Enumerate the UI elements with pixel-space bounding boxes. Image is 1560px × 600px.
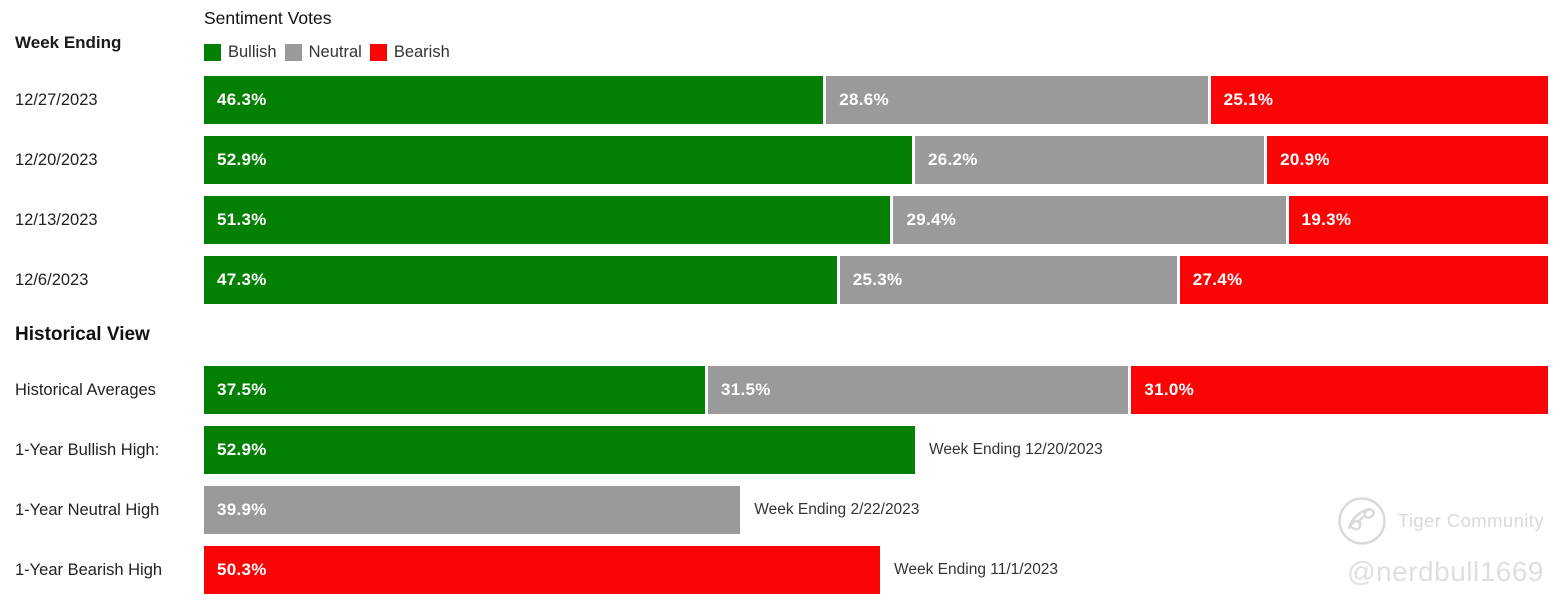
table-row: 12/13/2023 51.3% 29.4% 19.3% [0,190,1560,250]
weekly-rows-group: 12/27/2023 46.3% 28.6% 25.1% 12/20/2023 52.9%… [0,70,1560,310]
neutral-swatch-icon [284,44,302,61]
neutral-segment: 26.2% [914,136,1268,184]
bearish-segment: 20.9% [1267,136,1548,184]
neutral-segment: 31.5% [708,366,1132,414]
stacked-bar: 37.5% 31.5% 31.0% [204,366,1548,414]
bearish-segment: 31.0% [1131,366,1548,414]
row-label: Historical Averages [15,380,156,399]
bullish-segment: 46.3% [204,76,827,124]
week-ending-column-header: Week Ending [15,33,122,52]
legend-label: Bullish [228,43,277,61]
bullish-segment: 37.5% [204,366,708,414]
row-label: 12/27/2023 [15,90,98,109]
segment-value-label: 25.3% [852,270,903,289]
row-label: 1-Year Bearish High [15,560,163,579]
bullish-segment: 52.9% [204,136,915,184]
stacked-bar: 39.9% Week Ending 2/22/2023 [204,486,1548,534]
row-label: 12/20/2023 [15,150,98,169]
bearish-segment: 25.1% [1210,76,1548,124]
stacked-bar: 52.9% Week Ending 12/20/2023 [204,426,1548,474]
segment-value-label: 37.5% [217,380,267,399]
bar-annotation: Week Ending 2/22/2023 [754,501,920,518]
table-row: 1-Year Neutral High 39.9% Week Ending 2/22… [0,480,1560,540]
row-label: 12/13/2023 [15,210,98,229]
bearish-swatch-icon [369,44,387,61]
bullish-segment: 47.3% [204,256,840,304]
stacked-bar: 50.3% Week Ending 11/1/2023 [204,546,1548,594]
table-row: 12/20/2023 52.9% 26.2% 20.9% [0,130,1560,190]
segment-value-label: 47.3% [217,270,267,289]
bar-annotation: Week Ending 11/1/2023 [894,561,1059,578]
neutral-segment: 25.3% [839,256,1180,304]
table-row: 12/27/2023 46.3% 28.6% 25.1% [0,70,1560,130]
bullish-swatch-icon [204,44,221,61]
segment-value-label: 19.3% [1301,210,1352,229]
bearish-segment: 50.3% [204,546,881,594]
segment-value-label: 31.0% [1144,380,1195,399]
neutral-segment: 29.4% [893,196,1289,244]
historical-view-header: Historical View [15,324,150,345]
legend-item-bullish: Bullish [204,43,277,62]
bearish-segment: 27.4% [1179,256,1548,304]
segment-value-label: 25.1% [1223,90,1274,109]
segment-value-label: 27.4% [1192,270,1243,289]
neutral-segment: 39.9% [204,486,741,534]
chart-legend: Bullish Neutral Bearish [204,43,458,62]
legend-item-neutral: Neutral [284,43,362,62]
legend-label: Bearish [393,43,450,61]
segment-value-label: 50.3% [217,560,267,579]
chart-header: Week Ending Sentiment Votes Bullish Neutr… [0,0,1560,70]
segment-value-label: 46.3% [217,90,267,109]
segment-value-label: 51.3% [217,210,267,229]
legend-label: Neutral [308,43,362,61]
chart-title: Sentiment Votes [204,8,332,28]
row-label: 1-Year Bullish High: [15,440,160,459]
bullish-segment: 52.9% [204,426,915,474]
segment-value-label: 28.6% [839,90,889,109]
segment-value-label: 52.9% [217,150,267,169]
bar-annotation: Week Ending 12/20/2023 [928,441,1103,458]
row-label: 12/6/2023 [15,270,89,289]
segment-value-label: 31.5% [721,380,771,399]
table-row: 1-Year Bearish High 50.3% Week Ending 11/1… [0,540,1560,600]
bearish-segment: 19.3% [1288,196,1548,244]
table-row: Historical Averages 37.5% 31.5% 31.0% [0,360,1560,420]
bullish-segment: 51.3% [204,196,894,244]
segment-value-label: 20.9% [1280,150,1330,169]
stacked-bar: 51.3% 29.4% 19.3% [204,196,1548,244]
stacked-bar: 47.3% 25.3% 27.4% [204,256,1548,304]
segment-value-label: 26.2% [927,150,978,169]
segment-value-label: 29.4% [906,210,957,229]
stacked-bar: 52.9% 26.2% 20.9% [204,136,1548,184]
table-row: 12/6/2023 47.3% 25.3% 27.4% [0,250,1560,310]
row-label: 1-Year Neutral High [15,500,160,519]
neutral-segment: 28.6% [826,76,1211,124]
segment-value-label: 52.9% [217,440,267,459]
historical-rows-group: Historical Averages 37.5% 31.5% 31.0% 1-Year… [0,360,1560,600]
segment-value-label: 39.9% [217,500,267,519]
legend-item-bearish: Bearish [369,43,450,62]
stacked-bar: 46.3% 28.6% 25.1% [204,76,1548,124]
table-row: 1-Year Bullish High: 52.9% Week Ending 12/… [0,420,1560,480]
